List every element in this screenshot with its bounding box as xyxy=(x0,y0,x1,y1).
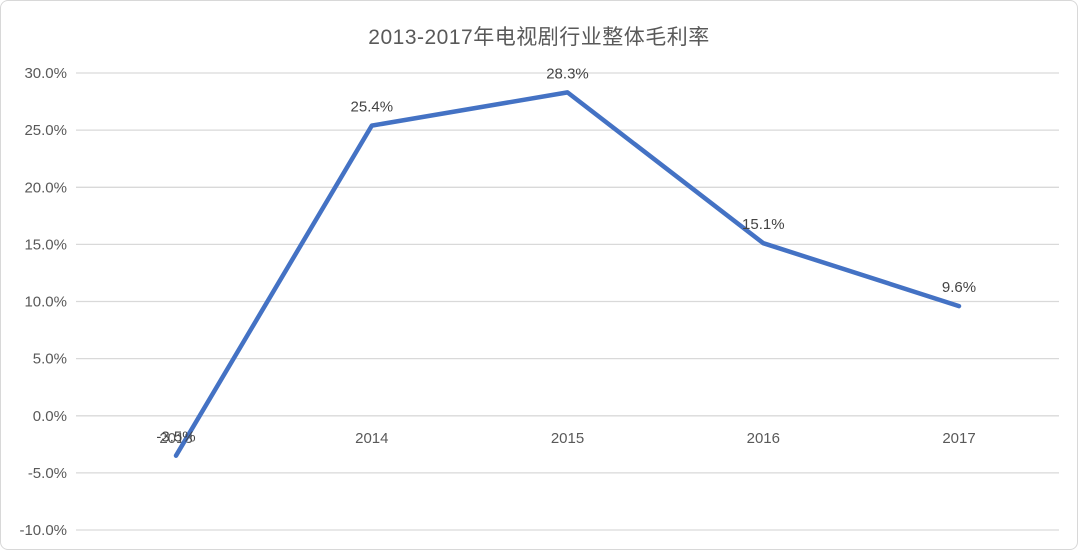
y-axis-tick-label: 30.0% xyxy=(24,65,67,82)
y-axis-tick-label: 20.0% xyxy=(24,179,67,196)
y-axis-tick-label: -5.0% xyxy=(28,465,67,482)
data-line xyxy=(173,90,962,458)
data-label: 9.6% xyxy=(942,279,976,296)
y-axis-tick-label: 25.0% xyxy=(24,122,67,139)
y-axis-tick-label: 10.0% xyxy=(24,294,67,311)
data-label: 15.1% xyxy=(742,216,785,233)
y-axis-tick-label: 15.0% xyxy=(24,236,67,253)
chart-title: 2013-2017年电视剧行业整体毛利率 xyxy=(368,26,710,49)
y-axis-tick-label: 5.0% xyxy=(33,351,67,368)
y-axis-tick-label: 0.0% xyxy=(33,408,67,425)
x-axis-label: 2015 xyxy=(551,430,584,447)
x-axis-label: 2017 xyxy=(942,430,975,447)
y-axis-tick-label: -10.0% xyxy=(19,522,67,539)
data-label: 25.4% xyxy=(351,99,394,116)
x-axis-label: 2014 xyxy=(355,430,388,447)
data-label: 28.3% xyxy=(546,65,589,82)
x-axis-label: 2016 xyxy=(747,430,780,447)
data-label: -3.5% xyxy=(156,429,195,446)
